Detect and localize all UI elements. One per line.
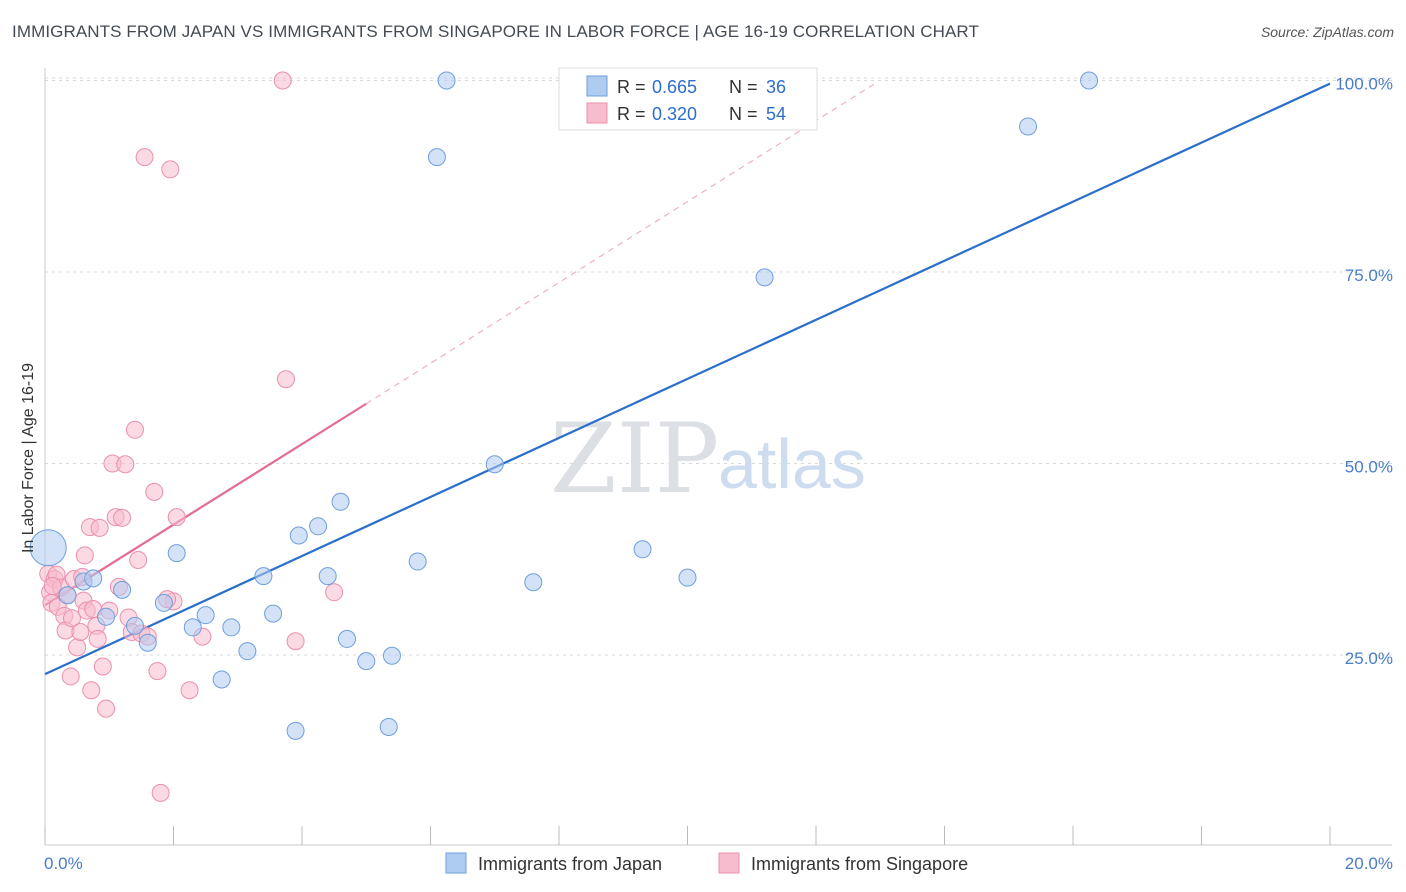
point-japan xyxy=(238,642,257,661)
point-japan xyxy=(196,606,215,625)
point-japan xyxy=(113,580,132,599)
point-singapore xyxy=(148,662,167,681)
legend-r-label-japan: R = xyxy=(617,77,646,97)
chart-title: IMMIGRANTS FROM JAPAN VS IMMIGRANTS FROM… xyxy=(12,22,979,41)
point-japan xyxy=(154,593,173,612)
source-credit: Source: ZipAtlas.com xyxy=(1260,24,1394,40)
y-tick-label: 25.0% xyxy=(1345,649,1393,668)
point-singapore xyxy=(286,632,305,651)
point-japan xyxy=(318,567,337,586)
y-tick-label: 100.0% xyxy=(1335,75,1393,94)
point-japan xyxy=(678,568,697,587)
point-singapore xyxy=(97,699,116,718)
point-japan xyxy=(331,492,350,511)
legend-r-label-singapore: R = xyxy=(617,104,646,124)
watermark-zip: ZIP xyxy=(550,403,719,515)
legend-n-label-singapore: N = xyxy=(729,104,758,124)
y-tick-labels: 25.0% 50.0% 75.0% 100.0% xyxy=(1335,75,1393,669)
point-singapore xyxy=(167,508,186,527)
point-japan xyxy=(1019,117,1038,136)
point-japan xyxy=(254,567,273,586)
singapore-swatch xyxy=(586,102,608,124)
point-singapore xyxy=(129,551,148,570)
point-singapore xyxy=(145,482,164,501)
point-japan xyxy=(29,529,67,567)
point-singapore xyxy=(273,71,292,90)
x-tick-label-max: 20.0% xyxy=(1345,854,1393,873)
legend-label-japan: Immigrants from Japan xyxy=(478,854,662,874)
point-japan xyxy=(408,552,427,571)
point-japan xyxy=(485,455,504,474)
point-singapore xyxy=(71,623,90,642)
point-singapore xyxy=(276,370,295,389)
stats-legend: R = 0.665 N = 36 R = 0.320 N = 54 xyxy=(558,67,818,131)
legend-swatch-singapore xyxy=(718,852,740,874)
point-japan xyxy=(138,633,157,652)
point-japan xyxy=(84,569,103,588)
legend-n-value-singapore: 54 xyxy=(766,104,786,124)
japan-swatch xyxy=(586,75,608,97)
point-singapore xyxy=(151,783,170,802)
data-points xyxy=(29,71,1099,802)
trendline-singapore-extension xyxy=(365,83,875,405)
point-singapore xyxy=(161,160,180,179)
point-japan xyxy=(382,646,401,665)
legend-n-label-japan: N = xyxy=(729,77,758,97)
point-japan xyxy=(755,268,774,287)
point-singapore xyxy=(75,546,94,565)
point-singapore xyxy=(135,148,154,167)
point-japan xyxy=(125,616,144,635)
point-singapore xyxy=(61,667,80,686)
y-tick-label: 75.0% xyxy=(1345,266,1393,285)
point-japan xyxy=(427,148,446,167)
point-japan xyxy=(1080,71,1099,90)
watermark-atlas: atlas xyxy=(718,425,866,503)
x-tick-label-min: 0.0% xyxy=(44,854,83,873)
point-japan xyxy=(58,586,77,605)
point-singapore xyxy=(125,420,144,439)
point-singapore xyxy=(43,577,62,596)
legend-n-value-japan: 36 xyxy=(766,77,786,97)
legend-r-value-japan: 0.665 xyxy=(652,77,697,97)
point-japan xyxy=(633,540,652,559)
point-japan xyxy=(357,652,376,671)
point-japan xyxy=(289,526,308,545)
point-japan xyxy=(337,629,356,648)
point-singapore xyxy=(90,518,109,537)
point-singapore xyxy=(180,681,199,700)
point-singapore xyxy=(325,583,344,602)
legend-label-singapore: Immigrants from Singapore xyxy=(751,854,968,874)
point-singapore xyxy=(62,609,81,628)
point-japan xyxy=(97,607,116,626)
point-japan xyxy=(286,721,305,740)
point-singapore xyxy=(68,638,87,657)
point-singapore xyxy=(93,657,112,676)
point-japan xyxy=(222,618,241,637)
series-legend: Immigrants from Japan Immigrants from Si… xyxy=(445,852,968,874)
point-singapore xyxy=(82,681,101,700)
point-japan xyxy=(524,573,543,592)
point-singapore xyxy=(116,455,135,474)
point-japan xyxy=(309,517,328,536)
point-japan xyxy=(183,618,202,637)
watermark: ZIP atlas xyxy=(550,403,866,515)
y-tick-label: 50.0% xyxy=(1345,458,1393,477)
point-japan xyxy=(437,71,456,90)
x-tick-labels: 0.0% 20.0% xyxy=(44,854,1393,873)
grid-lines xyxy=(45,77,1392,656)
axes xyxy=(44,68,1392,846)
point-japan xyxy=(167,544,186,563)
y-axis-title: In Labor Force | Age 16-19 xyxy=(20,363,37,553)
point-singapore xyxy=(88,629,107,648)
point-japan xyxy=(212,670,231,689)
point-singapore xyxy=(113,508,132,527)
point-japan xyxy=(379,718,398,737)
legend-r-value-singapore: 0.320 xyxy=(652,104,697,124)
legend-swatch-japan xyxy=(445,852,467,874)
point-japan xyxy=(264,604,283,623)
